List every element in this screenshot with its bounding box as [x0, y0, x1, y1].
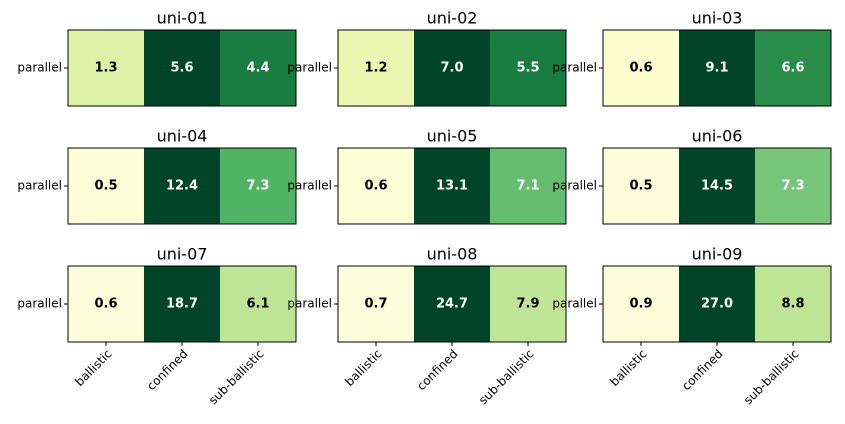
chart-title: uni-08 — [427, 245, 478, 264]
heatmap-cell — [68, 148, 144, 224]
cell-label: 4.4 — [246, 61, 269, 76]
chart-title: uni-01 — [157, 9, 208, 28]
chart-title: uni-06 — [692, 127, 743, 146]
heatmap-cell — [414, 266, 490, 342]
heatmap-cell — [414, 148, 490, 224]
heatmap-cell — [490, 266, 566, 342]
heatmap-cell — [220, 148, 296, 224]
heatmap: uni-07 0.6 18.7 6.1 parallel ballistic confine… — [17, 245, 297, 408]
heatmap-cell — [144, 266, 220, 342]
x-tick-label: ballistic — [607, 347, 649, 389]
chart-title: uni-02 — [427, 9, 478, 28]
heatmap-cell — [679, 30, 755, 106]
heatmap-cell — [338, 148, 414, 224]
heatmap: uni-01 1.3 5.6 4.4 parallel — [17, 9, 297, 107]
heatmap: uni-08 0.7 24.7 7.9 parallel ballistic confine… — [287, 245, 567, 408]
chart-title: uni-03 — [692, 9, 743, 28]
heatmap: uni-09 0.9 27.0 8.8 parallel ballistic confine… — [552, 245, 832, 408]
x-tick-label: sub-ballistic — [206, 347, 267, 408]
x-tick-label: ballistic — [72, 347, 114, 389]
y-tick-label: parallel — [17, 61, 62, 75]
heatmap-cell — [755, 30, 831, 106]
chart-title: uni-05 — [427, 127, 478, 146]
y-tick-label: parallel — [287, 61, 332, 75]
heatmap: uni-03 0.6 9.1 6.6 parallel — [552, 9, 832, 107]
heatmap-cell — [755, 266, 831, 342]
heatmap: uni-02 1.2 7.0 5.5 parallel — [287, 9, 567, 107]
chart-title: uni-07 — [157, 245, 208, 264]
heatmap: uni-06 0.5 14.5 7.3 parallel — [552, 127, 832, 225]
x-tick-label: confined — [679, 347, 725, 393]
heatmap-cell — [144, 30, 220, 106]
cell-label: 0.7 — [364, 297, 387, 312]
cell-label: 6.1 — [246, 297, 269, 312]
heatmap-cell — [338, 30, 414, 106]
x-tick-label: confined — [414, 347, 460, 393]
heatmap: uni-04 0.5 12.4 7.3 parallel — [17, 127, 297, 225]
y-tick-label: parallel — [552, 179, 597, 193]
cell-label: 7.3 — [781, 179, 804, 194]
y-tick-label: parallel — [552, 61, 597, 75]
cell-label: 0.5 — [629, 179, 652, 194]
cell-label: 7.9 — [516, 297, 539, 312]
x-tick-label: sub-ballistic — [476, 347, 537, 408]
heatmap-cell — [603, 266, 679, 342]
x-tick-label: sub-ballistic — [741, 347, 802, 408]
cell-label: 12.4 — [166, 179, 198, 194]
cell-label: 5.6 — [170, 61, 193, 76]
y-tick-label: parallel — [552, 297, 597, 311]
cell-label: 1.3 — [94, 61, 117, 76]
y-tick-label: parallel — [287, 297, 332, 311]
y-tick-label: parallel — [17, 179, 62, 193]
heatmap-cell — [414, 30, 490, 106]
heatmap-cell — [679, 266, 755, 342]
cell-label: 0.6 — [629, 61, 652, 76]
cell-label: 24.7 — [436, 297, 468, 312]
cell-label: 7.0 — [440, 61, 463, 76]
cell-label: 5.5 — [516, 61, 539, 76]
cell-label: 0.9 — [629, 297, 652, 312]
cell-label: 6.6 — [781, 61, 804, 76]
heatmap-cell — [220, 266, 296, 342]
cell-label: 7.3 — [246, 179, 269, 194]
y-tick-label: parallel — [17, 297, 62, 311]
chart-title: uni-09 — [692, 245, 743, 264]
heatmap-cell — [603, 148, 679, 224]
cell-label: 0.6 — [94, 297, 117, 312]
cell-label: 1.2 — [364, 61, 387, 76]
cell-label: 0.5 — [94, 179, 117, 194]
cell-label: 14.5 — [701, 179, 733, 194]
heatmap-cell — [338, 266, 414, 342]
x-tick-label: ballistic — [342, 347, 384, 389]
cell-label: 7.1 — [516, 179, 539, 194]
heatmap-cell — [490, 30, 566, 106]
cell-label: 27.0 — [701, 297, 733, 312]
y-tick-label: parallel — [287, 179, 332, 193]
cell-label: 13.1 — [436, 179, 468, 194]
cell-label: 9.1 — [705, 61, 728, 76]
heatmap-cell — [755, 148, 831, 224]
heatmap-cell — [144, 148, 220, 224]
heatmap-cell — [68, 30, 144, 106]
heatmap-cell — [490, 148, 566, 224]
heatmap-cell — [679, 148, 755, 224]
cell-label: 18.7 — [166, 297, 198, 312]
cell-label: 0.6 — [364, 179, 387, 194]
heatmap-cell — [603, 30, 679, 106]
heatmap-cell — [68, 266, 144, 342]
x-tick-label: confined — [144, 347, 190, 393]
chart-title: uni-04 — [157, 127, 208, 146]
heatmap-cell — [220, 30, 296, 106]
heatmap: uni-05 0.6 13.1 7.1 parallel — [287, 127, 567, 225]
cell-label: 8.8 — [781, 297, 804, 312]
